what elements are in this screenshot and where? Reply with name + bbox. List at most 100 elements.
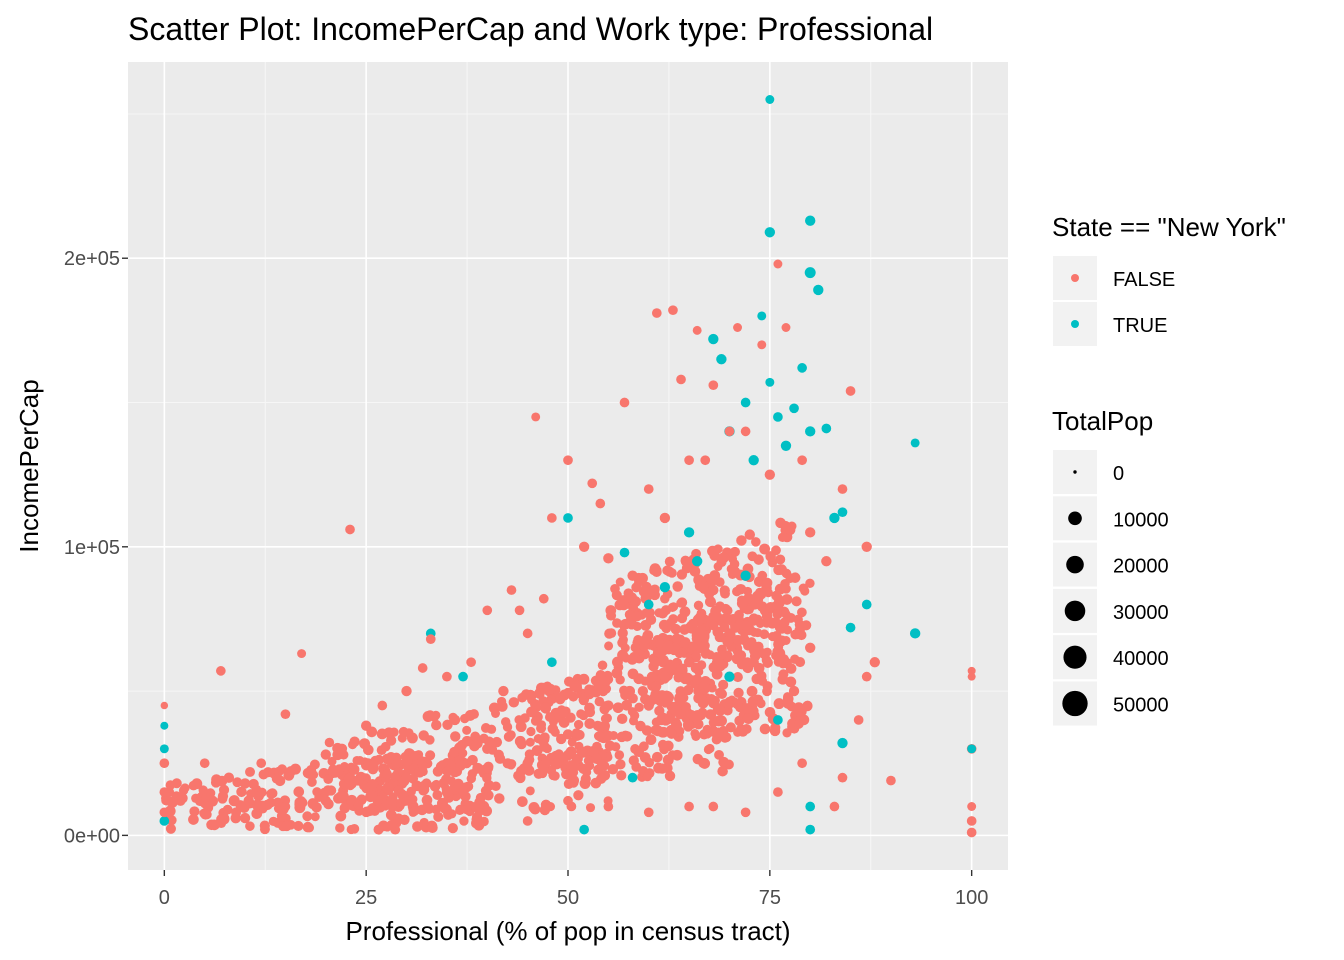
data-point-false (778, 669, 789, 680)
data-point-false (724, 426, 735, 437)
data-point-false (704, 596, 716, 608)
data-point-false (719, 756, 729, 767)
size-legend-dot (1063, 645, 1087, 669)
data-point-false (591, 753, 602, 764)
data-point-false (522, 628, 533, 639)
data-point-false (390, 771, 400, 782)
data-point-false (886, 775, 896, 786)
data-point-false (627, 668, 639, 680)
data-point-false (243, 795, 254, 806)
data-point-false (460, 713, 470, 724)
data-point-true (805, 824, 816, 835)
data-point-false (239, 812, 251, 824)
size-legend-dot (1064, 600, 1086, 622)
data-point-true (837, 507, 848, 518)
data-point-true (821, 423, 832, 434)
data-point-false (472, 762, 484, 774)
data-point-false (297, 649, 307, 659)
data-point-false (450, 731, 461, 742)
data-point-false (734, 715, 745, 726)
data-point-false (526, 706, 537, 718)
data-point-false (320, 749, 331, 760)
data-point-false (573, 719, 584, 730)
data-point-true (619, 547, 630, 558)
data-point-false (165, 823, 176, 834)
data-point-false (783, 625, 793, 635)
data-point-true (643, 599, 654, 610)
data-point-false (232, 777, 243, 788)
data-point-true (547, 657, 557, 668)
data-point-false (703, 744, 714, 755)
data-point-false (580, 773, 591, 785)
data-point-false (736, 584, 747, 595)
data-point-false (522, 758, 533, 769)
size-legend-dot (1073, 470, 1077, 474)
data-point-false (736, 535, 747, 546)
data-point-false (449, 746, 460, 758)
data-point-false (697, 695, 708, 706)
data-point-false (474, 807, 484, 817)
data-point-true (159, 744, 169, 754)
data-point-true (837, 737, 848, 749)
data-point-false (335, 823, 345, 833)
y-tick-label: 0e+00 (64, 825, 120, 847)
data-point-false (540, 702, 551, 714)
data-point-false (665, 618, 676, 628)
data-point-false (418, 785, 429, 796)
data-point-false (783, 692, 793, 702)
data-point-false (525, 737, 535, 747)
data-point-false (514, 605, 525, 616)
data-point-false (367, 764, 379, 775)
data-point-false (600, 676, 610, 686)
data-point-false (441, 786, 453, 798)
data-point-false (776, 564, 787, 575)
data-point-false (647, 586, 658, 597)
data-point-false (401, 772, 412, 783)
size-legend: TotalPop 0 10000 20000 30000 40000 50000 (1052, 406, 1169, 726)
data-point-false (829, 801, 840, 812)
data-point-false (612, 702, 624, 714)
data-point-false (619, 685, 629, 696)
data-point-false (229, 795, 240, 806)
data-point-false (332, 765, 344, 777)
data-point-false (296, 795, 306, 806)
data-point-false (569, 680, 581, 692)
legend-dot-true (1071, 320, 1079, 328)
data-point-false (708, 584, 719, 596)
data-point-false (432, 766, 444, 777)
data-point-true (780, 440, 792, 451)
data-point-true (765, 95, 775, 104)
data-point-false (630, 596, 641, 607)
data-point-false (797, 758, 807, 769)
data-point-false (198, 785, 208, 795)
data-point-false (585, 803, 596, 813)
data-point-false (770, 722, 781, 733)
data-point-true (764, 227, 776, 238)
data-point-true (805, 801, 816, 812)
data-point-false (713, 562, 723, 572)
data-point-false (627, 707, 637, 717)
data-point-false (516, 738, 527, 750)
data-point-false (679, 606, 691, 618)
data-point-false (281, 820, 292, 832)
data-point-true (805, 215, 816, 226)
data-point-false (574, 729, 585, 740)
data-point-false (785, 663, 797, 674)
data-point-false (733, 687, 744, 698)
data-point-false (680, 557, 691, 567)
data-point-false (837, 772, 848, 783)
data-point-false (693, 600, 704, 611)
x-axis-title: Professional (% of pop in census tract) (345, 916, 790, 946)
data-point-false (624, 609, 635, 620)
data-point-false (751, 537, 761, 547)
data-point-false (267, 788, 278, 799)
data-point-false (219, 814, 230, 825)
data-point-true (563, 513, 573, 523)
data-point-false (708, 611, 719, 622)
data-point-false (600, 720, 611, 731)
data-point-false (245, 821, 255, 831)
axis-ticks: 0 25 50 75 100 0e+00 1e+05 2e+05 (64, 248, 989, 909)
data-point-false (671, 633, 682, 644)
data-point-false (361, 807, 372, 818)
